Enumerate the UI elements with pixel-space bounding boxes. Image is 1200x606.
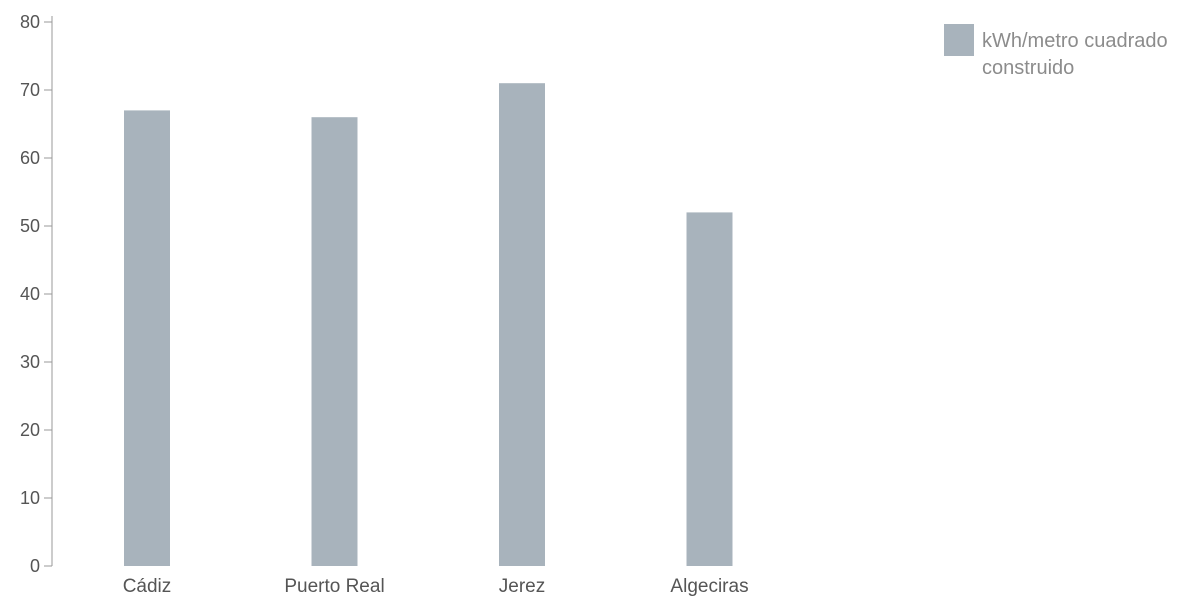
bar-2 [311, 117, 358, 566]
y-axis-ticks: 0 10 20 30 40 50 60 70 80 [20, 12, 52, 576]
y-tick-label-50: 50 [20, 216, 40, 236]
axes [51, 16, 1190, 567]
legend-label: kWh/metro cuadrado construido [982, 30, 1168, 79]
y-tick-label-10: 10 [20, 488, 40, 508]
y-tick-label-40: 40 [20, 284, 40, 304]
y-tick-label-20: 20 [20, 420, 40, 440]
y-tick-label-70: 70 [20, 80, 40, 100]
y-tick-label-60: 60 [20, 148, 40, 168]
bar-4 [686, 212, 733, 566]
y-tick-label-30: 30 [20, 352, 40, 372]
legend: kWh/metro cuadrado construido [944, 24, 1198, 82]
legend-swatch [944, 24, 974, 56]
x-axis-ticks: Cádiz Puerto Real Jerez Algeciras [123, 576, 749, 597]
gridlines [52, 21, 1190, 499]
bar-1 [124, 110, 170, 567]
bar-3 [499, 83, 545, 566]
x-tick-label-2: Puerto Real [284, 576, 384, 597]
y-tick-label-0: 0 [30, 556, 40, 576]
x-tick-label-3: Jerez [499, 576, 545, 597]
bars [124, 83, 733, 567]
x-tick-label-4: Algeciras [670, 576, 748, 597]
y-tick-label-80: 80 [20, 12, 40, 32]
x-tick-label-1: Cádiz [123, 576, 172, 597]
